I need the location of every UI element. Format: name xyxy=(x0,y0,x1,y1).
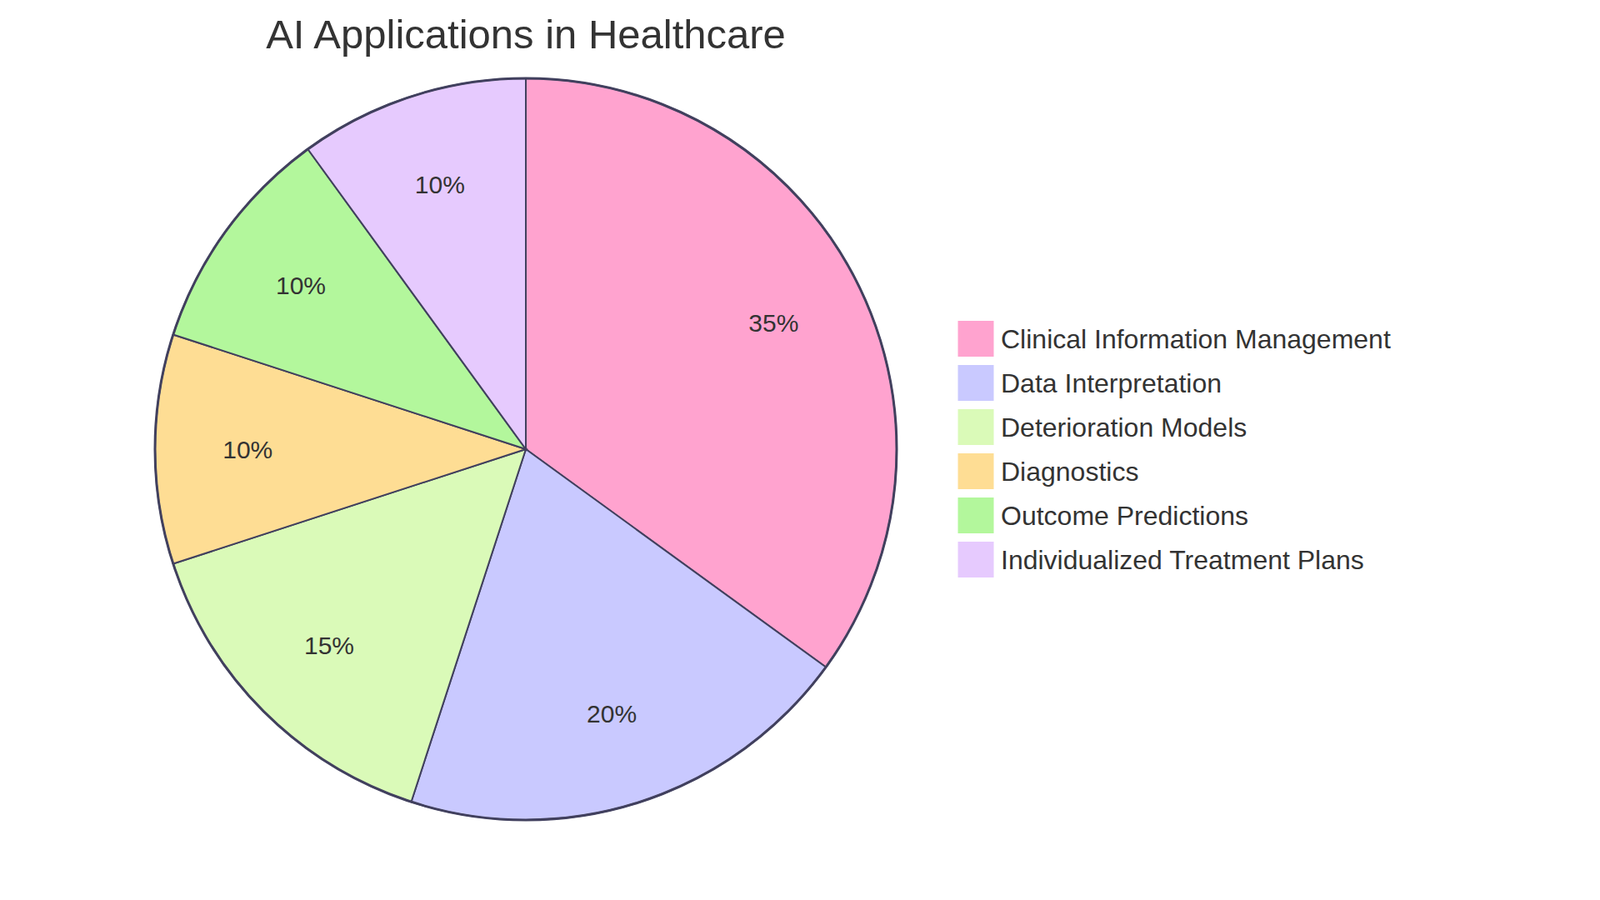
legend-label: Clinical Information Management xyxy=(1000,324,1391,355)
legend-label: Data Interpretation xyxy=(1000,368,1222,399)
legend: Clinical Information Management Data Inte… xyxy=(957,320,1391,579)
data-label: 20% xyxy=(586,700,637,728)
legend-swatch xyxy=(957,541,995,579)
data-label: 10% xyxy=(222,435,273,464)
data-label: 10% xyxy=(275,271,326,300)
legend-swatch xyxy=(957,365,995,402)
legend-label: Individualized Treatment Plans xyxy=(1000,545,1365,575)
chart-svg: AI Applications in Healthcare 35% 20% 15% 10… xyxy=(0,0,1600,900)
legend-swatch xyxy=(957,497,995,535)
data-label: 10% xyxy=(415,170,465,199)
pie-slice xyxy=(307,78,526,450)
legend-label: Diagnostics xyxy=(1000,456,1139,487)
pie-outline xyxy=(155,78,897,820)
data-label: 35% xyxy=(748,309,799,337)
chart-title: AI Applications in Healthcare xyxy=(265,11,786,57)
legend-swatch xyxy=(957,320,995,358)
slices xyxy=(155,78,897,820)
chart-container: AI Applications in Healthcare 35% 20% 15% 10… xyxy=(0,0,1600,900)
data-labels: 35% 20% 15% 10% 10% 10% xyxy=(222,170,799,728)
legend-swatch xyxy=(957,409,995,446)
legend-label: Deterioration Models xyxy=(1000,412,1247,443)
legend-swatch xyxy=(957,453,995,490)
legend-label: Outcome Predictions xyxy=(1000,500,1249,531)
data-label: 15% xyxy=(304,631,355,660)
